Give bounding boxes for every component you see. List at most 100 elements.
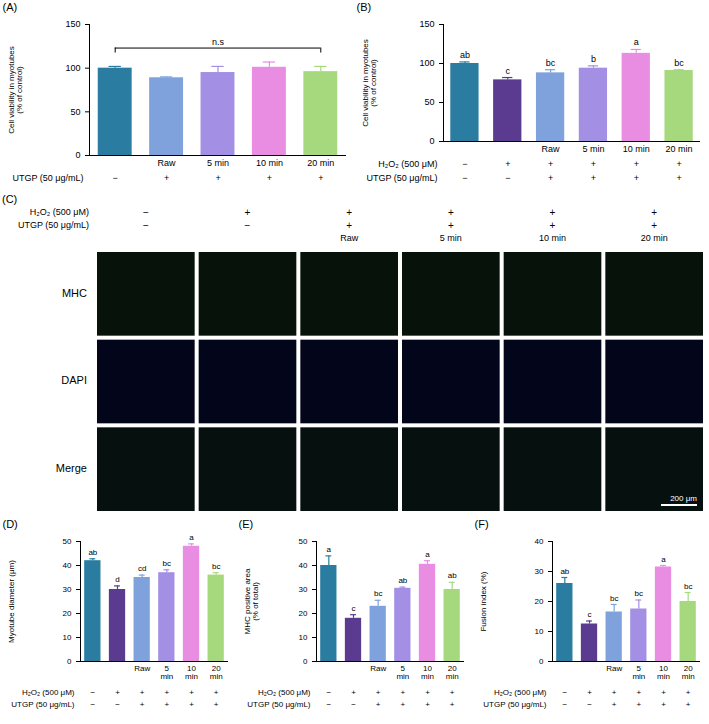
svg-text:+: + xyxy=(450,688,455,697)
svg-text:+: + xyxy=(686,700,691,709)
svg-text:100: 100 xyxy=(419,58,434,68)
svg-text:+: + xyxy=(448,220,454,231)
svg-text:10: 10 xyxy=(63,633,72,642)
svg-text:(C): (C) xyxy=(2,193,17,205)
svg-text:Myotube diameter (μm): Myotube diameter (μm) xyxy=(7,560,16,643)
svg-text:−: − xyxy=(562,700,567,709)
svg-text:UTGP (50 μg/mL): UTGP (50 μg/mL) xyxy=(11,700,74,709)
svg-text:−: − xyxy=(326,700,331,709)
svg-text:+: + xyxy=(591,159,596,169)
svg-text:+: + xyxy=(587,688,592,697)
svg-text:a: a xyxy=(327,545,332,554)
svg-text:10min: 10min xyxy=(421,664,434,681)
svg-text:+: + xyxy=(351,688,356,697)
svg-text:20min: 20min xyxy=(682,664,695,681)
svg-text:+: + xyxy=(634,173,639,183)
svg-text:H₂O₂ (500 μM): H₂O₂ (500 μM) xyxy=(494,688,547,697)
svg-text:−: − xyxy=(90,688,95,697)
svg-text:5min: 5min xyxy=(632,664,645,681)
svg-text:50: 50 xyxy=(70,107,80,117)
svg-text:−: − xyxy=(115,700,120,709)
svg-text:5 min: 5 min xyxy=(207,158,229,168)
svg-text:20min: 20min xyxy=(446,664,459,681)
svg-text:−: − xyxy=(505,173,510,183)
svg-text:+: + xyxy=(686,688,691,697)
svg-text:(D): (D) xyxy=(3,518,18,530)
svg-text:20min: 20min xyxy=(210,664,223,681)
svg-text:b: b xyxy=(591,54,596,64)
svg-text:5 min: 5 min xyxy=(440,233,462,243)
svg-text:+: + xyxy=(636,700,641,709)
svg-text:150: 150 xyxy=(65,19,80,29)
svg-text:20: 20 xyxy=(63,609,72,618)
svg-text:10: 10 xyxy=(299,633,308,642)
svg-text:10: 10 xyxy=(535,627,544,636)
svg-text:+: + xyxy=(591,173,596,183)
svg-text:bc: bc xyxy=(546,58,556,68)
svg-text:20 min: 20 min xyxy=(307,158,334,168)
svg-text:+: + xyxy=(140,700,145,709)
svg-text:+: + xyxy=(548,173,553,183)
svg-text:+: + xyxy=(612,688,617,697)
svg-text:+: + xyxy=(651,220,657,231)
svg-text:50: 50 xyxy=(299,537,308,546)
svg-text:+: + xyxy=(636,688,641,697)
svg-text:Raw: Raw xyxy=(542,144,561,154)
svg-text:30: 30 xyxy=(535,567,544,576)
svg-text:10 min: 10 min xyxy=(623,144,650,154)
svg-text:Raw: Raw xyxy=(370,664,386,673)
svg-text:+: + xyxy=(115,688,120,697)
svg-text:+: + xyxy=(612,700,617,709)
svg-text:50: 50 xyxy=(63,537,72,546)
svg-text:+: + xyxy=(550,207,556,218)
svg-text:UTGP (50 μg/mL): UTGP (50 μg/mL) xyxy=(247,700,310,709)
svg-text:−: − xyxy=(245,220,251,231)
svg-text:200 μm: 200 μm xyxy=(670,494,697,503)
svg-text:c: c xyxy=(588,610,592,619)
svg-text:Raw: Raw xyxy=(606,664,622,673)
svg-text:−: − xyxy=(462,173,467,183)
svg-text:H₂O₂ (500 μM): H₂O₂ (500 μM) xyxy=(378,159,437,169)
svg-text:−: − xyxy=(587,700,592,709)
svg-text:DAPI: DAPI xyxy=(61,374,87,386)
svg-text:−: − xyxy=(143,220,149,231)
svg-text:−: − xyxy=(351,700,356,709)
svg-text:20: 20 xyxy=(299,609,308,618)
svg-text:bc: bc xyxy=(610,594,618,603)
svg-text:+: + xyxy=(676,173,681,183)
svg-text:+: + xyxy=(189,688,194,697)
svg-text:+: + xyxy=(400,688,405,697)
svg-text:+: + xyxy=(425,688,430,697)
svg-text:a: a xyxy=(661,555,666,564)
svg-text:+: + xyxy=(505,159,510,169)
svg-text:+: + xyxy=(425,700,430,709)
svg-text:50: 50 xyxy=(424,97,434,107)
svg-text:10 min: 10 min xyxy=(256,158,283,168)
svg-text:MHC positive area(% of total): MHC positive area(% of total) xyxy=(243,568,260,634)
svg-text:+: + xyxy=(189,700,194,709)
svg-text:cd: cd xyxy=(138,564,146,573)
svg-text:+: + xyxy=(164,688,169,697)
svg-text:30: 30 xyxy=(299,585,308,594)
svg-text:+: + xyxy=(676,159,681,169)
svg-text:+: + xyxy=(245,207,251,218)
svg-text:+: + xyxy=(267,173,272,183)
svg-text:UTGP (50 μg/mL): UTGP (50 μg/mL) xyxy=(12,173,83,183)
svg-text:+: + xyxy=(164,173,169,183)
svg-text:40: 40 xyxy=(63,561,72,570)
svg-text:(E): (E) xyxy=(239,518,254,530)
svg-text:a: a xyxy=(189,533,194,542)
svg-text:0: 0 xyxy=(303,657,308,666)
svg-text:150: 150 xyxy=(419,19,434,29)
svg-text:UTGP (50 μg/mL): UTGP (50 μg/mL) xyxy=(483,700,546,709)
svg-text:ab: ab xyxy=(448,571,457,580)
svg-text:c: c xyxy=(352,604,356,613)
svg-text:c: c xyxy=(506,66,511,76)
svg-text:20 min: 20 min xyxy=(666,144,693,154)
svg-text:(B): (B) xyxy=(357,1,372,13)
svg-text:100: 100 xyxy=(65,63,80,73)
svg-text:ab: ab xyxy=(460,50,470,60)
svg-text:5 min: 5 min xyxy=(582,144,604,154)
svg-text:−: − xyxy=(562,688,567,697)
svg-text:UTGP (50 μg/mL): UTGP (50 μg/mL) xyxy=(366,173,437,183)
